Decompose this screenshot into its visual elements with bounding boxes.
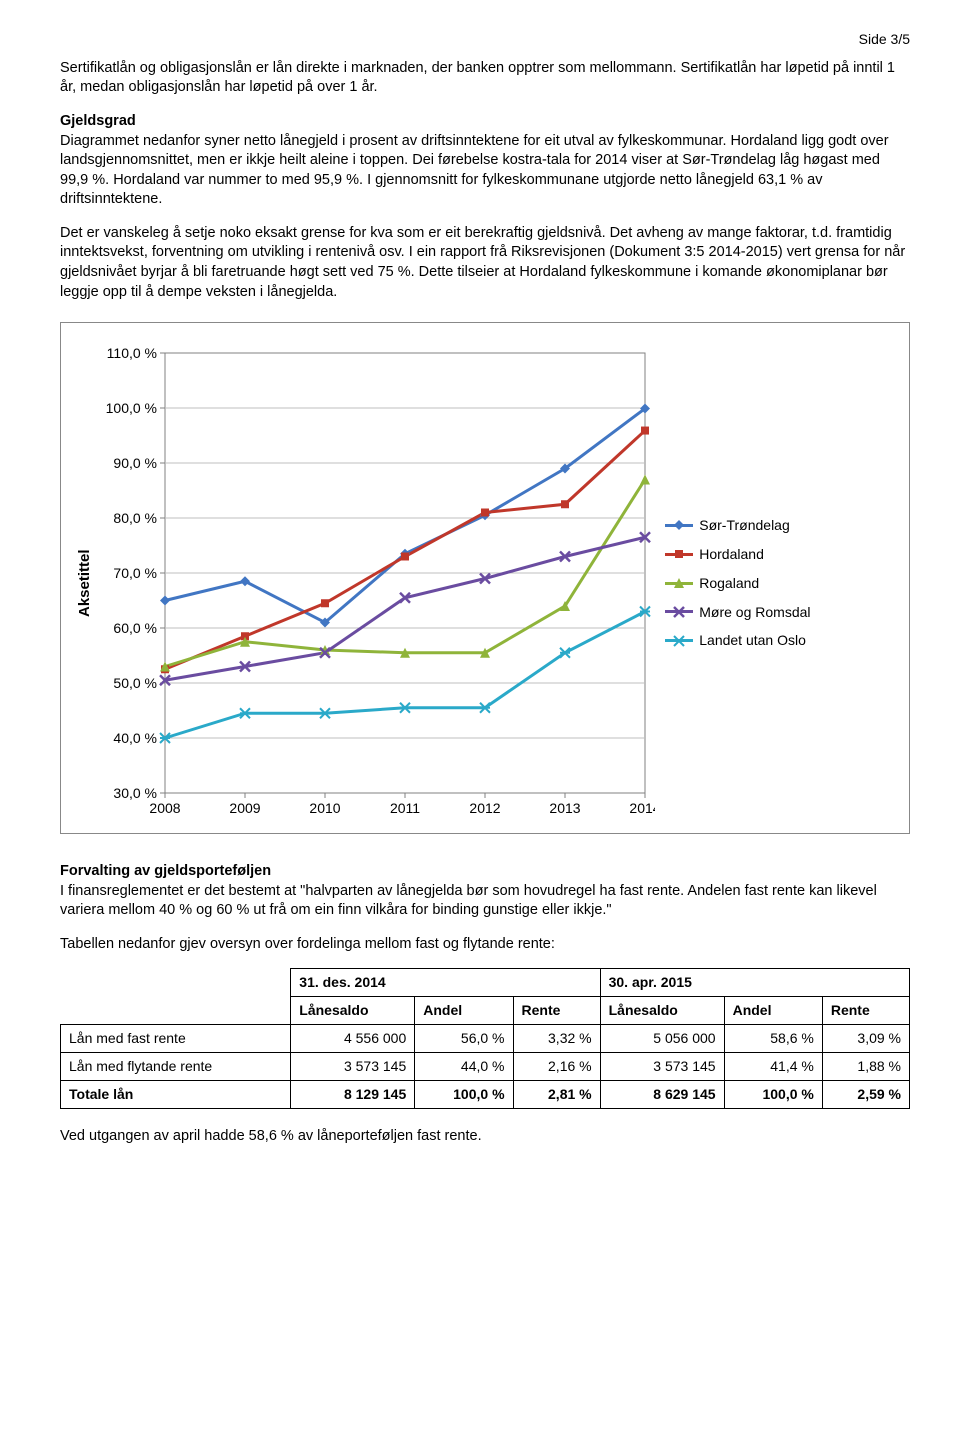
- paragraph-1: Sertifikatlån og obligasjonslån er lån d…: [60, 59, 910, 98]
- section-forvalting: Forvalting av gjeldsporteføljen I finans…: [60, 862, 910, 921]
- page-number: Side 3/5: [60, 30, 910, 49]
- svg-text:110,0 %: 110,0 %: [107, 345, 157, 361]
- svg-text:2013: 2013: [550, 800, 581, 816]
- svg-text:2009: 2009: [230, 800, 261, 816]
- svg-text:2011: 2011: [390, 800, 420, 816]
- svg-text:2008: 2008: [150, 800, 181, 816]
- chart-y-axis-label: Aksetittel: [71, 343, 95, 823]
- legend-item: Møre og Romsdal: [665, 603, 810, 622]
- chart-legend: Sør-Trøndelag Hordaland Rogaland Møre og Ro…: [655, 343, 810, 823]
- svg-text:30,0 %: 30,0 %: [114, 785, 158, 801]
- svg-text:70,0 %: 70,0 %: [114, 565, 158, 581]
- paragraph-3: Det er vanskeleg å setje noko eksakt gre…: [60, 224, 910, 302]
- svg-text:40,0 %: 40,0 %: [114, 730, 158, 746]
- legend-item: Rogaland: [665, 574, 810, 593]
- legend-item: Sør-Trøndelag: [665, 516, 810, 535]
- svg-text:2012: 2012: [470, 800, 501, 816]
- legend-item: Hordaland: [665, 545, 810, 564]
- chart-container: Aksetittel 30,0 % 40,0 % 50,0 % 60,0 % 70,0 …: [60, 322, 910, 834]
- svg-text:60,0 %: 60,0 %: [114, 620, 158, 636]
- legend-item: Landet utan Oslo: [665, 631, 810, 650]
- svg-text:2014: 2014: [630, 800, 656, 816]
- svg-text:50,0 %: 50,0 %: [114, 675, 158, 691]
- paragraph-4: I finansreglementet er det bestemt at "h…: [60, 883, 877, 919]
- paragraph-5: Tabellen nedanfor gjev oversyn over ford…: [60, 935, 910, 955]
- line-chart: 30,0 % 40,0 % 50,0 % 60,0 % 70,0 % 80,0 % 90,0…: [95, 343, 655, 823]
- paragraph-2: Diagrammet nedanfor syner netto lånegjel…: [60, 133, 889, 208]
- legend-label: Rogaland: [699, 574, 759, 593]
- svg-text:80,0 %: 80,0 %: [114, 510, 158, 526]
- legend-label: Møre og Romsdal: [699, 603, 810, 622]
- legend-label: Sør-Trøndelag: [699, 516, 790, 535]
- legend-label: Landet utan Oslo: [699, 631, 806, 650]
- forvalting-heading: Forvalting av gjeldsporteføljen: [60, 863, 271, 879]
- gjeldsgrad-heading: Gjeldsgrad: [60, 113, 136, 129]
- paragraph-6: Ved utgangen av april hadde 58,6 % av lå…: [60, 1127, 910, 1147]
- svg-text:100,0 %: 100,0 %: [106, 400, 157, 416]
- svg-text:90,0 %: 90,0 %: [114, 455, 158, 471]
- legend-label: Hordaland: [699, 545, 764, 564]
- svg-text:2010: 2010: [310, 800, 341, 816]
- paragraph-gjeldsgrad: Gjeldsgrad Diagrammet nedanfor syner net…: [60, 112, 910, 210]
- rente-table: 31. des. 201430. apr. 2015LånesaldoAndel…: [60, 968, 910, 1108]
